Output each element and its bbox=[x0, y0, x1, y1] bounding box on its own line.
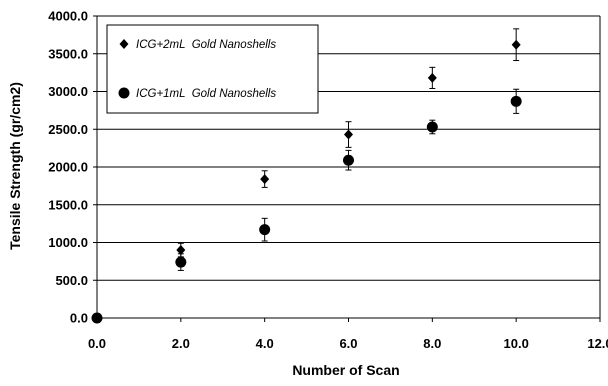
y-tick-label: 500.0 bbox=[55, 273, 88, 288]
data-point-diamond bbox=[511, 39, 521, 50]
x-tick-label: 8.0 bbox=[423, 336, 441, 351]
data-point-diamond bbox=[176, 245, 186, 256]
data-point-diamond bbox=[260, 174, 270, 185]
series-2 bbox=[91, 88, 522, 324]
data-points bbox=[91, 28, 522, 324]
legend: ICG+2mL Gold Nanoshells ICG+1mL Gold Nan… bbox=[106, 24, 319, 114]
y-tick-labels: 0.0 500.0 1000.0 1500.0 2000.0 2500.0 3000.0 35… bbox=[48, 9, 88, 326]
y-tick-label: 4000.0 bbox=[48, 9, 88, 24]
x-tick-label: 2.0 bbox=[172, 336, 190, 351]
y-tick-label: 1500.0 bbox=[48, 197, 88, 212]
legend-diamond-marker bbox=[119, 39, 129, 49]
data-point-diamond bbox=[427, 72, 437, 83]
series-1 bbox=[92, 28, 521, 323]
data-point-circle bbox=[175, 256, 187, 268]
y-tick-label: 0.0 bbox=[70, 311, 88, 326]
y-tick-label: 2000.0 bbox=[48, 160, 88, 175]
data-point-circle bbox=[510, 95, 522, 107]
y-tick-label: 2500.0 bbox=[48, 122, 88, 137]
x-tick-label: 12.0 bbox=[587, 336, 608, 351]
axes bbox=[93, 15, 601, 322]
x-tick-label: 4.0 bbox=[256, 336, 274, 351]
data-point-diamond bbox=[344, 129, 353, 140]
data-point-circle bbox=[91, 312, 103, 324]
y-tick-label: 3000.0 bbox=[48, 84, 88, 99]
x-tick-label: 6.0 bbox=[339, 336, 357, 351]
x-tick-labels: 0.0 2.0 4.0 6.0 8.0 10.0 12.0 bbox=[88, 336, 608, 351]
x-axis-title: Number of Scan bbox=[292, 362, 399, 378]
data-point-circle bbox=[426, 121, 438, 133]
legend-label-series-2: ICG+1mL Gold Nanoshells bbox=[136, 88, 276, 100]
y-tick-label: 3500.0 bbox=[48, 46, 88, 61]
legend-box bbox=[106, 24, 319, 114]
x-tick-label: 10.0 bbox=[504, 336, 529, 351]
data-point-circle bbox=[343, 154, 354, 166]
y-tick-label: 1000.0 bbox=[48, 235, 88, 250]
legend-label-series-1: ICG+2mL Gold Nanoshells bbox=[136, 39, 276, 51]
x-tick-label: 0.0 bbox=[88, 336, 106, 351]
y-axis-title: Tensile Strength (gr/cm2) bbox=[7, 82, 23, 250]
data-point-circle bbox=[259, 224, 271, 236]
legend-circle-marker bbox=[118, 87, 130, 99]
